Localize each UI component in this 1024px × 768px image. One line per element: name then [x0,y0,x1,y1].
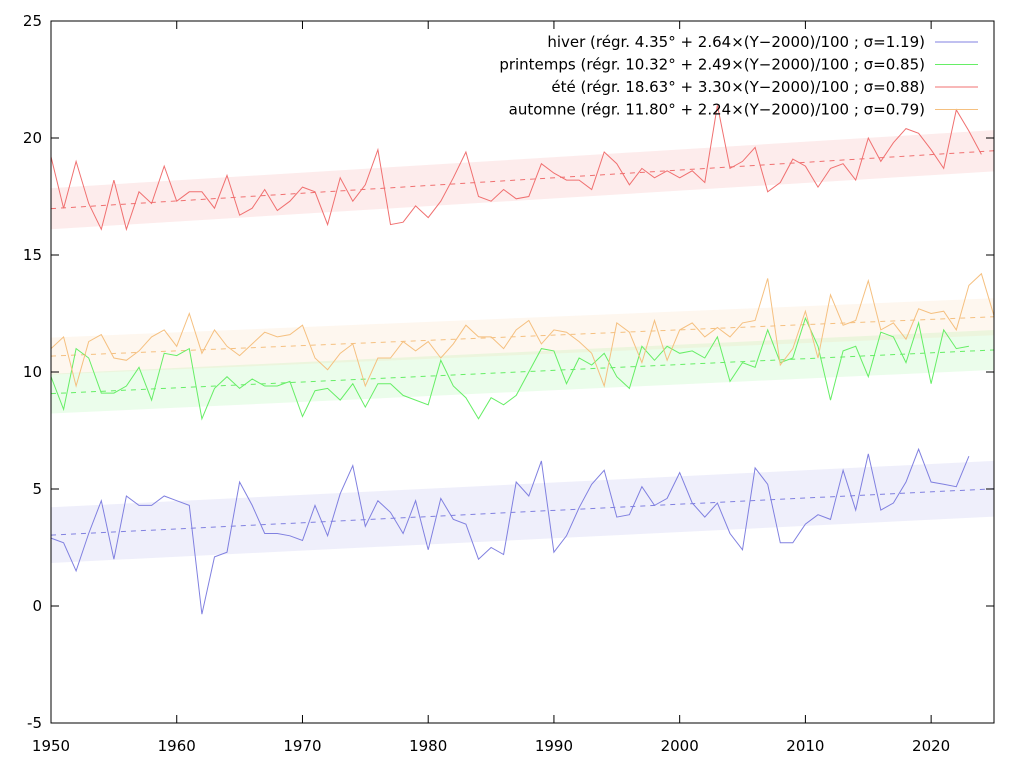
y-tick-label: -5 [27,714,42,732]
y-tick-label: 0 [32,597,42,615]
x-tick-label: 2020 [912,737,950,755]
regression-line-3 [50,316,995,357]
y-tick-label: 10 [23,363,42,381]
regression-line-0 [50,488,995,536]
series-line-3 [50,272,995,388]
x-tick-label: 2010 [786,737,824,755]
legend-label-3: automne (régr. 11.80° + 2.24×(Y−2000)/10… [509,101,925,119]
y-tick-label: 5 [32,480,42,498]
y-tick-label: 20 [23,129,42,147]
y-tick-label: 25 [23,12,42,30]
x-tick-label: 1950 [32,737,70,755]
axis-ticks: 1950 1960 1970 1980 1990 2000 2010 2020 -5 0 5 10 15… [23,12,994,755]
series-line-2 [50,105,982,232]
x-tick-label: 1970 [283,737,321,755]
regression-line-2 [50,150,995,210]
legend-label-1: printemps (régr. 10.32° + 2.49×(Y−2000)/… [499,56,925,74]
legend-label-0: hiver (régr. 4.35° + 2.64×(Y−2000)/100 ;… [547,33,925,51]
confidence-bands [51,130,994,563]
legend-label-2: été (régr. 18.63° + 3.30×(Y−2000)/100 ; … [551,78,925,96]
y-tick-label: 15 [23,246,42,264]
legend: hiver (régr. 4.35° + 2.64×(Y−2000)/100 ;… [499,33,978,119]
x-tick-label: 1990 [535,737,573,755]
series-line-0 [50,447,970,615]
series-lines [50,105,995,615]
series-line-1 [50,316,969,421]
x-tick-label: 1980 [409,737,447,755]
regression-lines [50,150,995,536]
regression-line-1 [50,349,995,395]
x-tick-label: 1960 [158,737,196,755]
x-tick-label: 2000 [661,737,699,755]
